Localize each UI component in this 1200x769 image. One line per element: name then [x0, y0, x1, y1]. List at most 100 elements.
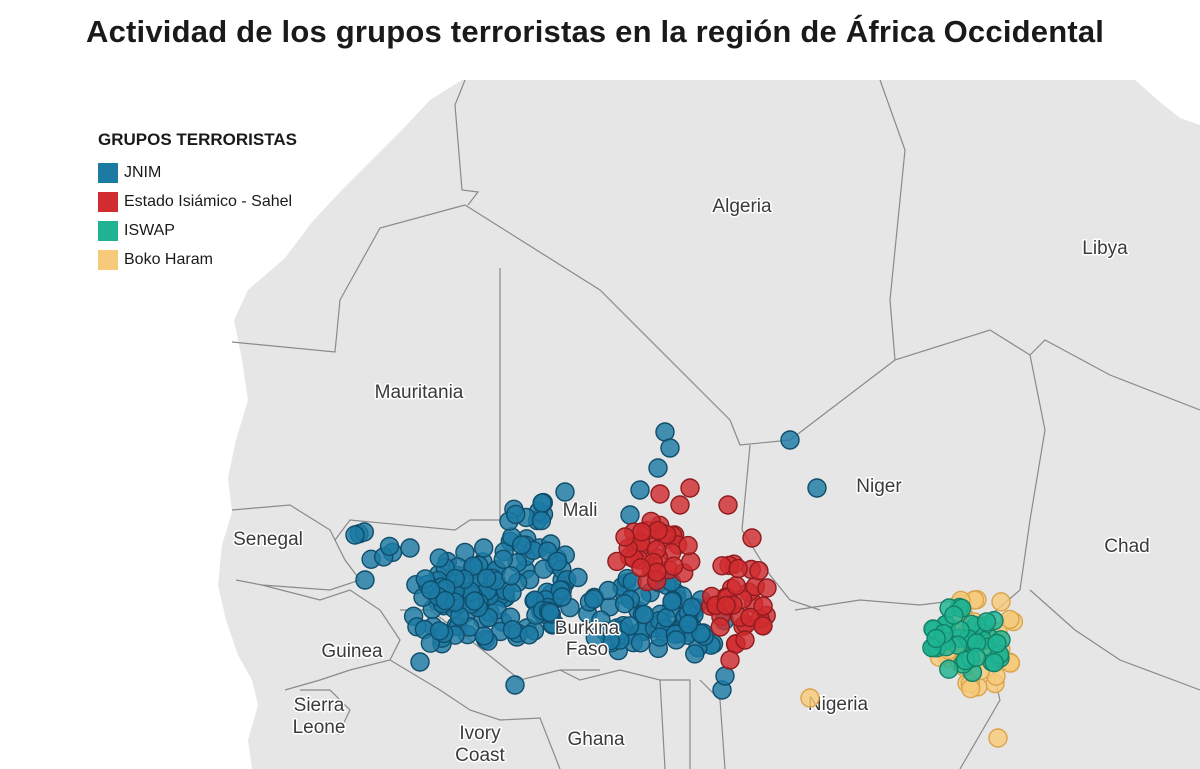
country-label-sierra-leone-line2: Leone — [293, 717, 346, 738]
incident-marker-is_sahel — [670, 495, 690, 515]
legend-swatch-is-sahel — [98, 191, 118, 212]
incident-marker-boko — [800, 688, 820, 708]
incident-marker-jnim — [568, 567, 588, 588]
legend-item-is-sahel: Estado Isiámico - Sahel — [98, 187, 297, 216]
incident-marker-is_sahel — [757, 578, 777, 598]
incident-marker-jnim — [630, 480, 650, 500]
incident-marker-iswap — [984, 653, 1004, 673]
country-label-guinea: Guinea — [321, 641, 383, 662]
incident-marker-boko — [961, 678, 981, 699]
incident-marker-is_sahel — [710, 617, 730, 637]
border-ivory-coast — [389, 659, 561, 769]
sea-notch — [1135, 80, 1200, 125]
incident-marker-is_sahel — [631, 558, 651, 578]
border-libya-chad — [1029, 339, 1200, 411]
country-label-mali: Mali — [563, 500, 598, 521]
legend-item-jnim: JNIM — [98, 158, 297, 187]
border-morocco-algeria — [454, 79, 480, 206]
incident-marker-jnim — [584, 589, 604, 609]
incident-marker-jnim — [531, 510, 552, 531]
incident-marker-jnim — [585, 627, 605, 648]
incident-marker-jnim — [678, 614, 698, 634]
burkina-labels: Burkina Faso — [553, 617, 621, 662]
incident-marker-is_sahel — [718, 495, 738, 515]
legend-swatch-iswap — [98, 220, 118, 241]
incident-marker-jnim — [547, 551, 568, 572]
incident-marker-jnim — [630, 633, 651, 653]
incident-marker-is_sahel — [648, 520, 668, 541]
incident-marker-is_sahel — [681, 552, 701, 572]
border-chad-south — [1029, 589, 1200, 691]
incident-marker-is_sahel — [749, 561, 769, 581]
incident-marker-jnim — [429, 548, 449, 568]
border-burkina-ghana — [559, 669, 666, 769]
incident-marker-jnim — [512, 535, 532, 555]
country-label-mauritania: Mauritania — [375, 382, 464, 403]
border-ghana-togo — [660, 679, 691, 769]
incident-marker-iswap — [987, 633, 1007, 654]
incident-marker-is_sahel — [753, 596, 773, 616]
incident-marker-is_sahel — [742, 528, 762, 548]
incident-marker-jnim — [666, 630, 686, 650]
incident-marker-is_sahel — [647, 562, 667, 582]
border-mauritania-north — [231, 204, 466, 353]
incident-marker-is_sahel — [735, 630, 755, 650]
border-guinea — [261, 584, 401, 691]
country-label-senegal: Senegal — [233, 529, 303, 550]
border-niger-nigeria — [794, 599, 961, 611]
country-label-ivory-coast-line2: Coast — [455, 745, 505, 766]
incident-marker-jnim — [502, 620, 523, 640]
incident-marker-jnim — [501, 566, 521, 586]
incident-marker-jnim — [662, 591, 682, 612]
incident-marker-jnim — [435, 590, 455, 611]
incident-marker-jnim — [552, 587, 572, 607]
legend-swatch-jnim — [98, 162, 118, 183]
incident-marker-iswap — [944, 605, 964, 625]
border-algeria-libya — [879, 79, 1031, 361]
incident-marker-jnim — [807, 478, 827, 498]
legend-label-jnim: JNIM — [124, 163, 162, 181]
incident-marker-jnim — [474, 626, 494, 646]
country-label-burkina-line2: Faso — [566, 639, 608, 660]
legend: GRUPOS TERRORISTAS JNIM Estado Isiámico … — [98, 130, 297, 274]
incident-marker-jnim — [685, 644, 705, 664]
incident-marker-jnim — [682, 597, 702, 617]
legend-item-iswap: ISWAP — [98, 216, 297, 245]
incident-marker-jnim — [780, 430, 800, 450]
country-label-niger: Niger — [856, 476, 902, 497]
incident-marker-jnim — [532, 493, 552, 513]
border-mauritania-mali — [334, 268, 501, 541]
incident-marker-jnim — [493, 549, 513, 569]
incident-marker-jnim — [410, 652, 430, 672]
legend-label-is-sahel: Estado Isiámico - Sahel — [124, 192, 293, 210]
incident-marker-is_sahel — [663, 556, 684, 576]
legend-label-boko: Boko Haram — [124, 250, 213, 268]
incident-marker-jnim — [506, 504, 526, 525]
incident-marker-iswap — [976, 612, 997, 632]
incident-marker-is_sahel — [753, 616, 773, 636]
country-labels: Algeria Libya Mauritania Mali Niger Chad… — [232, 195, 1152, 768]
country-label-burkina-line1: Burkina — [555, 618, 620, 639]
incident-marker-iswap — [926, 628, 946, 649]
incident-marker-jnim — [345, 525, 365, 545]
country-borders — [231, 79, 1200, 769]
border-algeria-mali — [464, 204, 896, 446]
incident-marker-jnim — [614, 594, 635, 614]
legend-swatch-boko — [98, 249, 118, 270]
incident-marker-is_sahel — [615, 527, 635, 547]
incident-marker-iswap — [939, 659, 959, 679]
incident-marker-is_sahel — [720, 650, 740, 670]
legend-label-iswap: ISWAP — [124, 221, 175, 239]
incident-marker-jnim — [660, 438, 680, 458]
incident-marker-is_sahel — [632, 522, 652, 542]
incident-marker-jnim — [429, 621, 450, 641]
incident-marker-jnim — [598, 580, 618, 601]
incident-marker-is_sahel — [680, 478, 700, 498]
border-mali-niger — [741, 444, 821, 611]
country-label-chad: Chad — [1104, 536, 1149, 557]
incident-marker-is_sahel — [678, 535, 698, 556]
incident-marker-is_sahel — [726, 576, 746, 596]
incident-marker-jnim — [656, 608, 676, 628]
incident-marker-jnim — [502, 582, 522, 603]
border-senegal — [231, 504, 361, 591]
